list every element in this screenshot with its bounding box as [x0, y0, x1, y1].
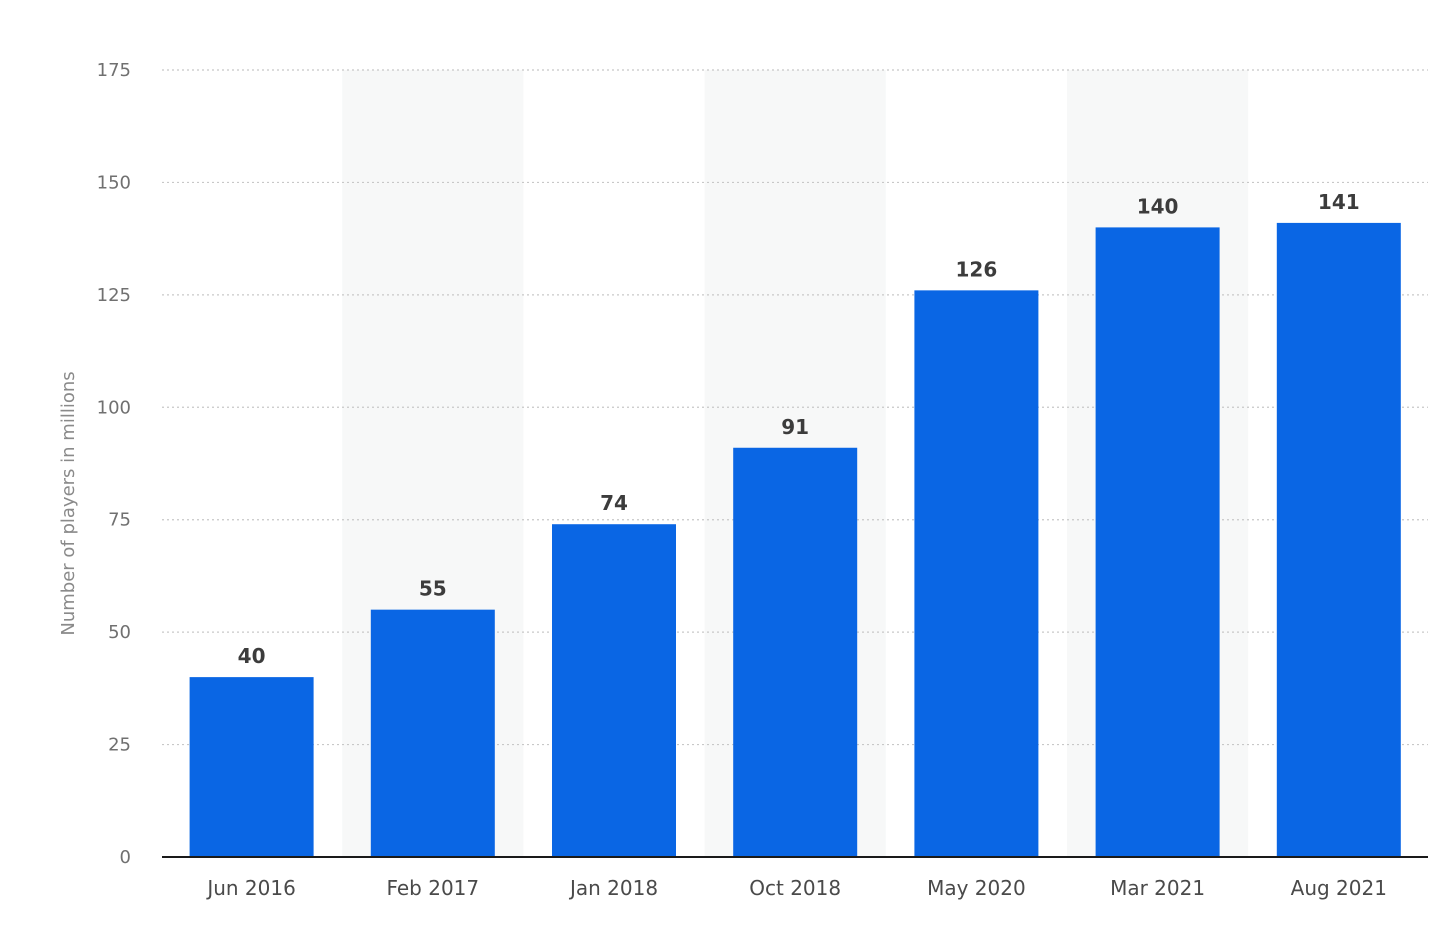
data-label: 141 — [1318, 190, 1360, 214]
x-tick-label: Oct 2018 — [749, 876, 841, 900]
bars — [189, 222, 1401, 858]
data-label: 55 — [419, 577, 447, 601]
y-tick-label: 75 — [108, 510, 131, 531]
data-label: 91 — [781, 415, 809, 439]
y-tick-label: 175 — [97, 60, 131, 81]
y-axis-ticks: 0 25 50 75 100 125 150 175 — [97, 60, 131, 868]
y-tick-label: 100 — [97, 397, 131, 418]
data-label: 140 — [1137, 194, 1179, 218]
y-tick-label: 150 — [97, 172, 131, 193]
bar — [1276, 222, 1401, 858]
data-label: 74 — [600, 491, 628, 515]
bar — [189, 677, 314, 857]
y-tick-label: 0 — [120, 847, 131, 868]
x-tick-label: Jan 2018 — [568, 876, 658, 900]
y-tick-label: 25 — [108, 735, 131, 756]
data-labels: 40 55 74 91 126 140 141 — [238, 190, 1360, 668]
data-label: 40 — [238, 644, 266, 668]
x-tick-label: May 2020 — [927, 876, 1026, 900]
y-tick-label: 50 — [108, 622, 131, 643]
x-tick-label: Feb 2017 — [386, 876, 479, 900]
data-label: 126 — [956, 257, 998, 281]
x-tick-label: Mar 2021 — [1110, 876, 1205, 900]
bar — [914, 290, 1039, 857]
x-tick-label: Jun 2016 — [205, 876, 296, 900]
y-axis-title: Number of players in millions — [58, 371, 79, 635]
bar — [733, 447, 858, 857]
y-tick-label: 125 — [97, 285, 131, 306]
bar — [1095, 227, 1220, 857]
bar — [552, 524, 676, 857]
x-tick-label: Aug 2021 — [1291, 876, 1387, 900]
x-axis-ticks: Jun 2016 Feb 2017 Jan 2018 Oct 2018 May 2020… — [205, 876, 1387, 900]
bar — [370, 609, 495, 857]
